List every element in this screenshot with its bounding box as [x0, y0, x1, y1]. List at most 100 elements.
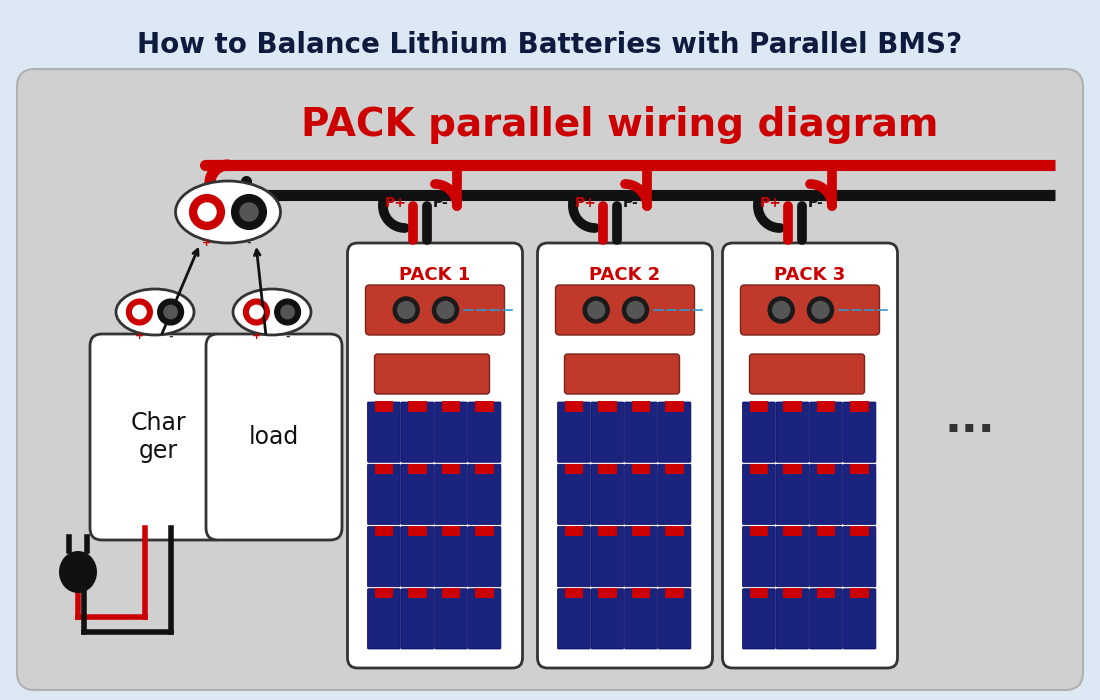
Bar: [408, 588, 427, 598]
Text: PACK 3: PACK 3: [774, 266, 846, 284]
Text: -: -: [168, 331, 173, 342]
FancyBboxPatch shape: [776, 402, 808, 462]
Text: -: -: [285, 331, 290, 342]
Bar: [816, 401, 835, 412]
FancyBboxPatch shape: [810, 589, 843, 649]
Bar: [598, 463, 617, 474]
Text: -: -: [246, 238, 251, 248]
Ellipse shape: [233, 289, 311, 335]
FancyBboxPatch shape: [742, 526, 775, 587]
Bar: [666, 588, 684, 598]
Circle shape: [627, 302, 644, 318]
Bar: [631, 401, 650, 412]
Ellipse shape: [176, 181, 280, 243]
FancyBboxPatch shape: [556, 285, 694, 335]
FancyBboxPatch shape: [469, 402, 500, 462]
Bar: [850, 463, 869, 474]
FancyBboxPatch shape: [843, 402, 876, 462]
FancyBboxPatch shape: [843, 464, 876, 524]
FancyBboxPatch shape: [558, 464, 591, 524]
FancyBboxPatch shape: [776, 589, 808, 649]
Circle shape: [623, 297, 649, 323]
Circle shape: [189, 195, 224, 230]
FancyBboxPatch shape: [658, 589, 691, 649]
Circle shape: [587, 302, 605, 318]
Text: P-: P-: [623, 196, 639, 210]
FancyBboxPatch shape: [658, 526, 691, 587]
Bar: [783, 463, 802, 474]
FancyBboxPatch shape: [365, 285, 505, 335]
Bar: [750, 588, 768, 598]
FancyBboxPatch shape: [749, 354, 865, 394]
Bar: [375, 588, 393, 598]
Bar: [564, 463, 583, 474]
Bar: [783, 588, 802, 598]
Text: load: load: [249, 425, 299, 449]
Bar: [408, 463, 427, 474]
Circle shape: [133, 305, 146, 318]
FancyBboxPatch shape: [591, 464, 624, 524]
Text: ...: ...: [945, 398, 996, 442]
Bar: [850, 526, 869, 536]
Text: PACK 2: PACK 2: [590, 266, 661, 284]
Bar: [598, 526, 617, 536]
Circle shape: [232, 195, 266, 230]
FancyBboxPatch shape: [402, 402, 433, 462]
Bar: [666, 526, 684, 536]
Bar: [783, 526, 802, 536]
FancyBboxPatch shape: [742, 402, 775, 462]
FancyBboxPatch shape: [367, 526, 400, 587]
Bar: [666, 463, 684, 474]
Text: PACK parallel wiring diagram: PACK parallel wiring diagram: [301, 106, 938, 144]
Ellipse shape: [116, 289, 194, 335]
FancyBboxPatch shape: [469, 589, 500, 649]
Bar: [631, 463, 650, 474]
FancyBboxPatch shape: [367, 402, 400, 462]
Bar: [564, 401, 583, 412]
Bar: [564, 526, 583, 536]
FancyBboxPatch shape: [374, 354, 490, 394]
Bar: [816, 463, 835, 474]
Bar: [442, 526, 460, 536]
Bar: [375, 526, 393, 536]
Circle shape: [807, 297, 834, 323]
Bar: [750, 463, 768, 474]
Text: P+: P+: [760, 196, 782, 210]
Bar: [850, 401, 869, 412]
FancyBboxPatch shape: [776, 464, 808, 524]
Bar: [783, 401, 802, 412]
Circle shape: [768, 297, 794, 323]
FancyBboxPatch shape: [402, 464, 433, 524]
Bar: [816, 526, 835, 536]
FancyBboxPatch shape: [625, 464, 658, 524]
Circle shape: [812, 302, 829, 318]
FancyBboxPatch shape: [723, 243, 898, 668]
FancyBboxPatch shape: [742, 589, 775, 649]
Text: How to Balance Lithium Batteries with Parallel BMS?: How to Balance Lithium Batteries with Pa…: [138, 31, 962, 59]
FancyBboxPatch shape: [625, 402, 658, 462]
Bar: [750, 401, 768, 412]
FancyBboxPatch shape: [742, 464, 775, 524]
FancyBboxPatch shape: [591, 402, 624, 462]
FancyBboxPatch shape: [367, 589, 400, 649]
FancyBboxPatch shape: [843, 589, 876, 649]
FancyBboxPatch shape: [843, 526, 876, 587]
FancyBboxPatch shape: [740, 285, 880, 335]
Circle shape: [198, 203, 216, 221]
Bar: [408, 526, 427, 536]
FancyBboxPatch shape: [434, 402, 468, 462]
Circle shape: [437, 302, 454, 318]
Text: +: +: [252, 331, 261, 342]
Circle shape: [393, 297, 419, 323]
Bar: [666, 401, 684, 412]
Text: Char
ger: Char ger: [130, 411, 186, 463]
Circle shape: [432, 297, 459, 323]
FancyBboxPatch shape: [469, 526, 500, 587]
FancyBboxPatch shape: [625, 589, 658, 649]
Circle shape: [250, 305, 263, 318]
Circle shape: [240, 203, 258, 221]
Bar: [475, 401, 494, 412]
Bar: [631, 526, 650, 536]
Circle shape: [157, 299, 184, 325]
Circle shape: [398, 302, 415, 318]
